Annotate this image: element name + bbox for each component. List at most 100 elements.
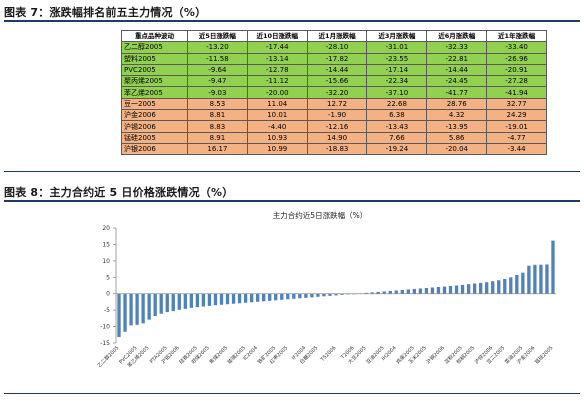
y-tick-label: 5 bbox=[106, 274, 110, 281]
change-1m: -17.82 bbox=[306, 52, 368, 65]
table-bottom-rule bbox=[4, 171, 580, 172]
change-1y: -19.01 bbox=[486, 120, 547, 133]
bar bbox=[213, 293, 218, 306]
product-name: 乙二醇2005 bbox=[121, 41, 188, 54]
change-5d: -9.64 bbox=[187, 63, 248, 77]
x-tick-label: 焦煤2005 bbox=[208, 344, 229, 365]
header-product: 重点品种波动 bbox=[121, 29, 188, 43]
change-1y: 32.77 bbox=[486, 97, 547, 111]
chart-title-rule bbox=[4, 200, 580, 202]
change-10d: -11.12 bbox=[246, 75, 308, 88]
bar bbox=[177, 293, 181, 310]
bar bbox=[503, 278, 507, 294]
table-title-rule bbox=[4, 20, 580, 22]
change-1m: -18.83 bbox=[306, 142, 368, 156]
bar bbox=[231, 293, 236, 304]
change-3m: -23.55 bbox=[366, 52, 428, 65]
bar bbox=[497, 280, 501, 294]
change-6m: 28.76 bbox=[426, 97, 488, 111]
bar bbox=[436, 286, 441, 294]
change-3m: -17.14 bbox=[366, 63, 428, 77]
change-3m: 6.38 bbox=[366, 109, 428, 122]
header-6m: 近6月涨跌幅 bbox=[426, 29, 488, 43]
bar bbox=[147, 293, 151, 320]
bar bbox=[448, 285, 453, 294]
bar bbox=[195, 293, 200, 308]
change-1y: 24.29 bbox=[486, 109, 547, 122]
bar bbox=[123, 293, 127, 332]
y-tick-label: -15 bbox=[100, 340, 110, 347]
product-name: 沪金2006 bbox=[121, 109, 188, 122]
chart-title: 主力合约近5日涨跌幅（%） bbox=[273, 210, 367, 220]
change-1m: -1.90 bbox=[306, 109, 368, 122]
change-10d: 10.99 bbox=[246, 142, 308, 156]
bar bbox=[545, 264, 549, 294]
table-row: PVC2005 -9.64 -12.78 -14.44 -17.14 -14.4… bbox=[121, 63, 547, 77]
bar bbox=[400, 289, 404, 294]
bar bbox=[255, 293, 260, 302]
bar bbox=[515, 274, 519, 294]
change-1y: -3.44 bbox=[486, 142, 547, 156]
header-5d: 近5日涨跌幅 bbox=[187, 29, 248, 43]
bar bbox=[406, 289, 410, 294]
change-6m: -24.45 bbox=[426, 75, 488, 88]
change-6m: -14.44 bbox=[426, 63, 488, 77]
bar bbox=[135, 293, 139, 325]
change-5d: 8.83 bbox=[187, 120, 248, 133]
bar bbox=[171, 293, 175, 312]
header-1y: 近1年涨跌幅 bbox=[486, 29, 547, 43]
bar bbox=[322, 293, 326, 297]
bar bbox=[424, 287, 429, 294]
change-6m: -20.04 bbox=[426, 142, 488, 156]
bar bbox=[304, 293, 308, 298]
change-1m: 12.72 bbox=[306, 97, 368, 111]
x-axis-labels: 乙二醇2005PVC2005苯乙烯2005PTA2005沪铝2006硅铁2005… bbox=[96, 344, 555, 369]
bar bbox=[551, 240, 555, 294]
change-3m: -13.43 bbox=[366, 120, 428, 133]
header-10d: 近10日涨跌幅 bbox=[246, 29, 308, 43]
bar bbox=[292, 293, 296, 299]
bar bbox=[527, 265, 531, 294]
product-name: 沪锡2006 bbox=[121, 120, 188, 133]
bar bbox=[316, 293, 320, 297]
bar bbox=[509, 277, 513, 294]
change-6m: -22.81 bbox=[426, 52, 488, 65]
bar bbox=[159, 293, 163, 314]
chart-bottom-rule bbox=[4, 393, 580, 394]
change-5d: 8.81 bbox=[187, 109, 248, 122]
y-tick-label: 0 bbox=[106, 291, 110, 298]
y-tick-label: -10 bbox=[100, 324, 110, 331]
bar bbox=[274, 293, 278, 301]
product-name: 苯乙烯2005 bbox=[121, 86, 188, 99]
y-tick-label: -5 bbox=[104, 307, 110, 314]
change-5d: 16.17 bbox=[187, 142, 248, 156]
product-name: 沪银2006 bbox=[121, 142, 188, 156]
bar bbox=[298, 293, 302, 299]
y-axis: -15 -10 -5 0 5 10 15 20 bbox=[100, 225, 117, 347]
change-1m: -32.20 bbox=[306, 86, 368, 99]
y-tick-label: 20 bbox=[102, 225, 110, 232]
change-6m: 5.86 bbox=[426, 131, 488, 144]
table-row: 锰硅2005 8.91 10.93 14.90 7.66 5.86 -4.77 bbox=[121, 131, 547, 144]
change-6m: -32.33 bbox=[426, 41, 488, 54]
product-name: 塑料2005 bbox=[121, 52, 188, 65]
change-6m: 4.32 bbox=[426, 109, 488, 122]
bar bbox=[340, 293, 344, 295]
change-10d: -17.44 bbox=[246, 41, 308, 54]
table-row: 乙二醇2005 -13.20 -17.44 -28.10 -31.01 -32.… bbox=[121, 41, 547, 54]
x-tick-label: TS2006 bbox=[319, 345, 337, 363]
bar bbox=[364, 292, 368, 294]
change-5d: -9.03 bbox=[187, 86, 248, 99]
table-header-row: 重点品种波动 近5日涨跌幅 近10日涨跌幅 近1月涨跌幅 近3月涨跌幅 近6月涨… bbox=[121, 29, 547, 43]
bar bbox=[479, 282, 483, 294]
bar bbox=[466, 284, 471, 294]
change-3m: 22.68 bbox=[366, 97, 428, 111]
change-1m: -12.16 bbox=[306, 120, 368, 133]
change-1y: -4.77 bbox=[486, 131, 547, 144]
change-1y: -26.96 bbox=[486, 52, 547, 65]
bar bbox=[249, 293, 254, 303]
bar bbox=[376, 291, 380, 294]
chart-figure-title: 图表 8：主力合约近 5 日价格涨跌情况（%） bbox=[4, 186, 234, 199]
bar bbox=[153, 293, 157, 317]
bar bbox=[370, 292, 374, 294]
